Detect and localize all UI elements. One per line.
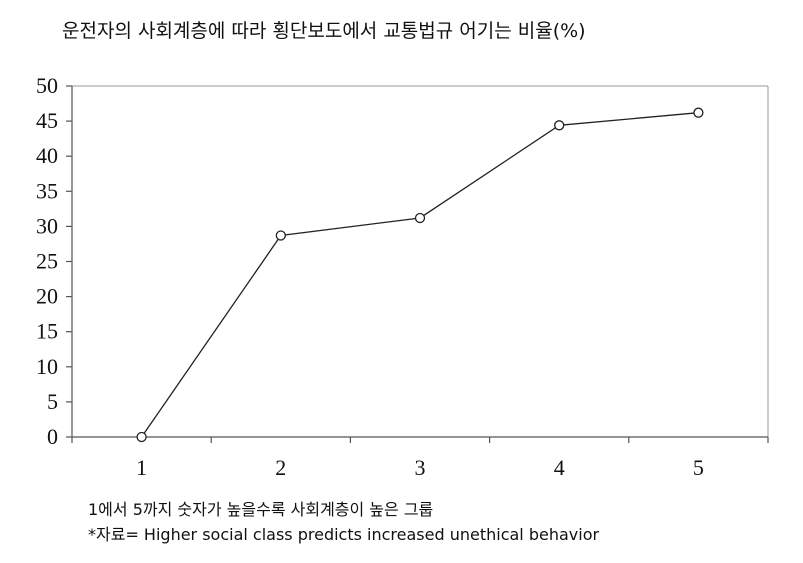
y-tick-label: 40 bbox=[36, 143, 58, 168]
y-tick-label: 20 bbox=[36, 284, 58, 309]
data-point bbox=[693, 107, 704, 118]
data-point bbox=[275, 230, 286, 241]
x-tick-label: 4 bbox=[554, 455, 565, 480]
data-point bbox=[136, 431, 147, 443]
y-tick-label: 15 bbox=[36, 319, 58, 344]
x-tick-label: 1 bbox=[136, 455, 147, 480]
data-point bbox=[554, 120, 565, 131]
y-tick-label: 35 bbox=[36, 178, 58, 203]
y-tick-label: 45 bbox=[36, 108, 58, 133]
y-tick-label: 50 bbox=[36, 73, 58, 98]
series-line bbox=[141, 112, 699, 438]
data-point bbox=[414, 212, 426, 224]
y-tick-label: 25 bbox=[36, 249, 58, 274]
x-tick-label: 2 bbox=[275, 455, 286, 480]
y-tick-label: 5 bbox=[47, 389, 58, 414]
chart-note-source: *자료= Higher social class predicts increa… bbox=[88, 525, 600, 544]
y-tick-label: 10 bbox=[36, 354, 58, 379]
x-tick-label: 5 bbox=[693, 455, 704, 480]
chart-title: 운전자의 사회계층에 따라 횡단보도에서 교통법규 어기는 비율(%) bbox=[62, 20, 586, 42]
chart-note-scale: 1에서 5까지 숫자가 높을수록 사회계층이 높은 그룹 bbox=[88, 500, 434, 519]
y-tick-label: 0 bbox=[47, 424, 58, 449]
x-tick-label: 3 bbox=[415, 455, 426, 480]
y-tick-label: 30 bbox=[36, 213, 58, 238]
